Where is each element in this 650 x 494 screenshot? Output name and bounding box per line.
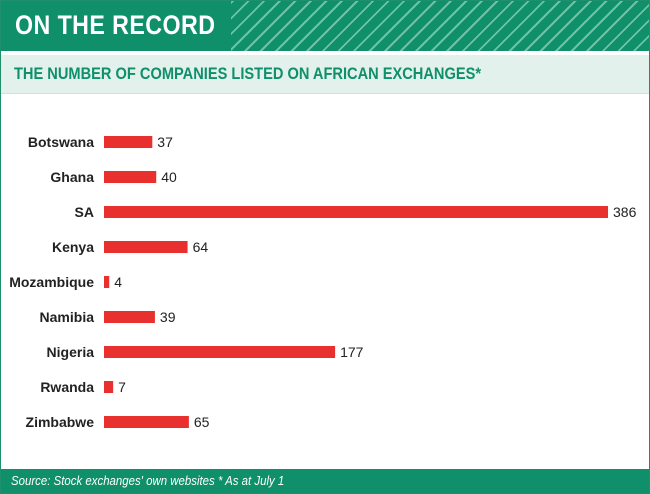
bar xyxy=(104,416,189,428)
category-label: Zimbabwe xyxy=(26,414,95,430)
category-label: Kenya xyxy=(52,239,94,255)
source-note: Source: Stock exchanges' own websites * … xyxy=(11,473,285,488)
value-label: 7 xyxy=(118,379,126,395)
value-label: 39 xyxy=(160,309,176,325)
category-label: Mozambique xyxy=(9,274,94,290)
bar xyxy=(104,136,153,148)
category-label: Ghana xyxy=(50,169,94,185)
category-label: Botswana xyxy=(28,134,94,150)
subtitle-bar: THE NUMBER OF COMPANIES LISTED ON AFRICA… xyxy=(1,55,649,94)
bar xyxy=(104,311,155,323)
category-label: Nigeria xyxy=(47,344,95,360)
bar-chart: Botswana 37 Ghana 40 SA 386 Kenya 64 Mozambique 4… xyxy=(9,134,637,430)
bar xyxy=(104,241,188,253)
header-title-area: ON THE RECORD xyxy=(1,1,231,51)
bar xyxy=(104,171,157,183)
bar xyxy=(104,206,608,218)
header-title: ON THE RECORD xyxy=(15,10,216,40)
header-banner: ON THE RECORD xyxy=(1,1,649,51)
footer-bar: Source: Stock exchanges' own websites * … xyxy=(1,469,649,493)
value-label: 386 xyxy=(613,204,637,220)
bar xyxy=(104,381,114,393)
value-label: 65 xyxy=(194,414,210,430)
category-label: Namibia xyxy=(40,309,95,325)
category-label: SA xyxy=(75,204,94,220)
value-label: 177 xyxy=(340,344,364,360)
bar xyxy=(104,346,336,358)
value-label: 64 xyxy=(193,239,209,255)
bar xyxy=(104,276,110,288)
value-label: 40 xyxy=(161,169,177,185)
chart-title: THE NUMBER OF COMPANIES LISTED ON AFRICA… xyxy=(14,64,482,83)
value-label: 37 xyxy=(157,134,173,150)
category-label: Rwanda xyxy=(40,379,94,395)
value-label: 4 xyxy=(114,274,122,290)
